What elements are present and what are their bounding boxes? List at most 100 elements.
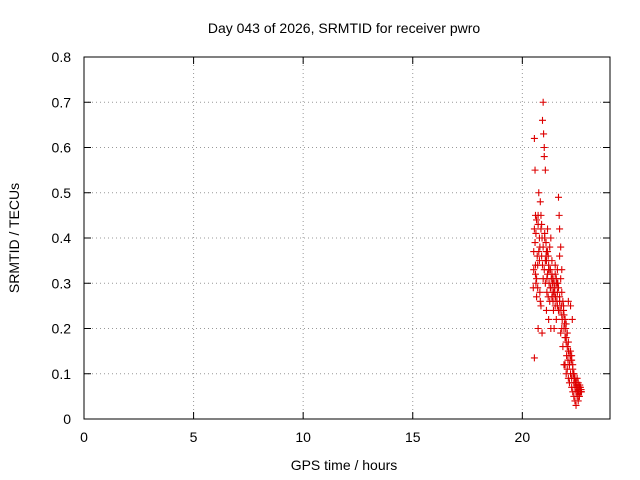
data-point <box>538 261 546 269</box>
x-tick-label: 5 <box>190 429 198 445</box>
data-point <box>541 229 549 237</box>
data-point <box>562 338 570 346</box>
data-point <box>562 320 570 328</box>
axis-ticks: 0 5 10 15 20 0 0.1 0.2 0.3 0.4 0.5 0.6 0.7 0.8 <box>52 49 610 445</box>
data-point <box>540 144 548 151</box>
x-tick-label: 20 <box>515 429 531 445</box>
data-point <box>533 216 541 224</box>
data-point <box>560 325 568 332</box>
data-point <box>536 198 544 206</box>
plot-frame <box>83 56 611 420</box>
data-point <box>563 343 571 351</box>
data-point <box>538 329 546 337</box>
grid-lines <box>84 57 610 419</box>
data-point <box>570 370 578 378</box>
data-point <box>539 243 547 251</box>
data-point <box>531 270 539 278</box>
data-point <box>530 134 538 142</box>
data-point <box>544 225 552 233</box>
data-point <box>575 392 583 400</box>
data-point <box>549 275 557 283</box>
y-tick-label: 0.2 <box>52 321 72 337</box>
data-point <box>530 248 538 256</box>
data-point <box>574 397 582 405</box>
data-point <box>542 248 550 256</box>
y-axis-label: SRMTID / TECUs <box>6 183 22 293</box>
data-point <box>544 252 552 260</box>
data-point <box>537 211 545 219</box>
data-point <box>556 252 564 260</box>
data-point <box>536 297 544 305</box>
data-point <box>563 329 571 337</box>
data-point <box>530 225 538 233</box>
data-points <box>529 98 586 409</box>
data-point <box>541 257 549 265</box>
y-tick-label: 0.1 <box>52 366 72 382</box>
data-point <box>554 284 562 292</box>
data-point <box>542 239 550 247</box>
data-point <box>540 130 548 138</box>
data-point <box>531 166 539 174</box>
data-point <box>560 302 568 310</box>
data-point <box>545 315 553 323</box>
data-point <box>531 239 539 247</box>
data-point <box>571 374 579 382</box>
data-point <box>536 288 544 296</box>
data-point <box>534 220 542 228</box>
x-tick-label: 0 <box>80 429 88 445</box>
data-point <box>546 243 554 251</box>
data-point <box>565 361 573 369</box>
data-point <box>556 297 564 305</box>
data-point <box>535 257 543 265</box>
data-point <box>533 293 541 301</box>
data-point <box>576 388 584 396</box>
data-point <box>537 302 545 310</box>
data-point <box>557 243 565 251</box>
data-point <box>544 293 552 301</box>
data-point <box>543 275 551 283</box>
data-point <box>535 189 543 197</box>
y-tick-label: 0.8 <box>52 49 72 65</box>
data-point <box>558 266 566 274</box>
data-point <box>553 279 561 287</box>
y-tick-label: 0.6 <box>52 140 72 156</box>
data-point <box>531 261 539 269</box>
data-point <box>532 279 540 287</box>
data-point <box>534 325 542 332</box>
data-point <box>551 270 559 278</box>
x-tick-label: 10 <box>295 429 311 445</box>
data-point <box>568 352 576 360</box>
x-axis-label: GPS time / hours <box>291 457 398 473</box>
data-point <box>572 401 580 409</box>
data-point <box>564 297 572 305</box>
data-point <box>539 98 547 106</box>
data-point <box>538 116 546 124</box>
data-point <box>561 315 569 323</box>
data-point <box>551 293 559 301</box>
data-point <box>550 288 558 296</box>
data-point <box>530 266 538 274</box>
x-tick-label: 15 <box>405 429 421 445</box>
data-point <box>547 284 555 292</box>
data-point <box>568 315 576 323</box>
data-point <box>557 329 565 337</box>
data-point <box>558 288 566 296</box>
data-point <box>567 302 575 310</box>
data-point <box>548 257 556 265</box>
data-point <box>564 347 572 355</box>
data-point <box>549 297 557 305</box>
data-point <box>534 284 542 292</box>
data-point <box>543 288 551 296</box>
data-point <box>551 261 559 269</box>
data-point <box>547 234 555 242</box>
data-point <box>553 302 561 310</box>
y-tick-label: 0.3 <box>52 275 72 291</box>
data-point <box>557 275 565 283</box>
chart-title: Day 043 of 2026, SRMTID for receiver pwr… <box>208 20 481 36</box>
data-point <box>554 193 562 201</box>
data-point <box>550 325 558 332</box>
data-point <box>556 225 564 233</box>
data-point <box>555 211 563 219</box>
y-tick-label: 0.5 <box>52 185 72 201</box>
